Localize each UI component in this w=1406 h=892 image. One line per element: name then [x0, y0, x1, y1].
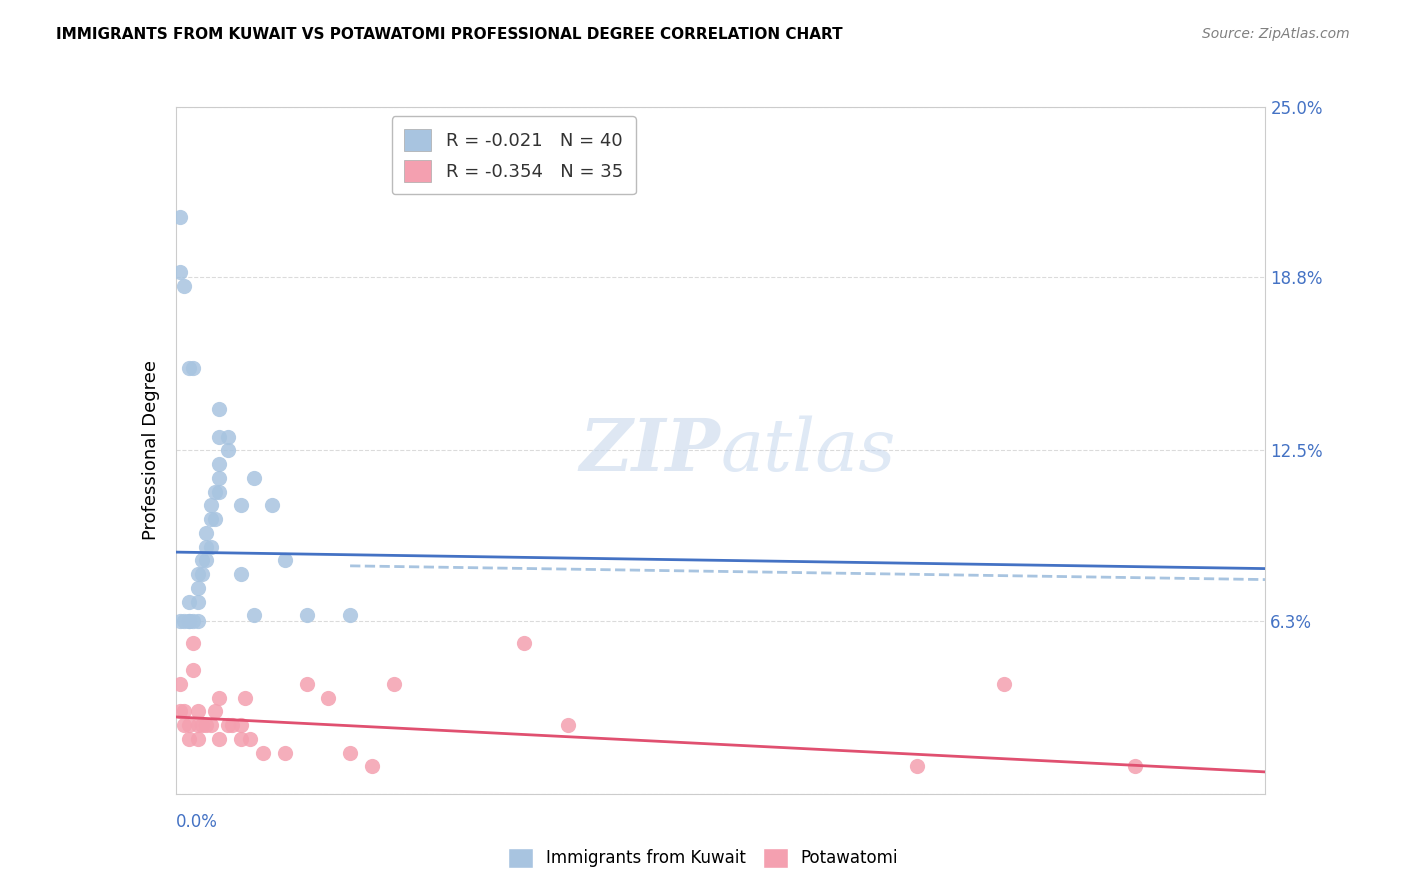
- Text: ZIP: ZIP: [579, 415, 721, 486]
- Point: [204, 484, 226, 499]
- Point: [177, 731, 200, 746]
- Point: [169, 210, 191, 224]
- Point: [339, 608, 361, 623]
- Point: [195, 718, 218, 732]
- Point: [181, 361, 204, 376]
- Point: [208, 731, 231, 746]
- Point: [1123, 759, 1146, 773]
- Point: [195, 540, 218, 554]
- Point: [993, 677, 1015, 691]
- Point: [169, 614, 191, 628]
- Point: [186, 594, 209, 608]
- Text: atlas: atlas: [721, 415, 896, 486]
- Point: [208, 484, 231, 499]
- Point: [339, 746, 361, 760]
- Point: [186, 705, 209, 719]
- Legend: Immigrants from Kuwait, Potawatomi: Immigrants from Kuwait, Potawatomi: [501, 841, 905, 875]
- Point: [318, 690, 340, 705]
- Point: [252, 746, 274, 760]
- Point: [181, 636, 204, 650]
- Point: [208, 457, 231, 471]
- Point: [173, 278, 195, 293]
- Point: [905, 759, 928, 773]
- Point: [200, 499, 222, 513]
- Point: [231, 718, 253, 732]
- Point: [217, 718, 239, 732]
- Point: [239, 731, 262, 746]
- Point: [186, 581, 209, 595]
- Point: [243, 608, 266, 623]
- Point: [260, 499, 283, 513]
- Point: [177, 718, 200, 732]
- Point: [169, 677, 191, 691]
- Point: [217, 430, 239, 444]
- Text: Source: ZipAtlas.com: Source: ZipAtlas.com: [1202, 27, 1350, 41]
- Point: [186, 614, 209, 628]
- Point: [295, 608, 318, 623]
- Point: [181, 663, 204, 677]
- Point: [191, 553, 214, 567]
- Point: [169, 265, 191, 279]
- Point: [173, 705, 195, 719]
- Point: [173, 718, 195, 732]
- Y-axis label: Professional Degree: Professional Degree: [142, 360, 160, 541]
- Point: [186, 718, 209, 732]
- Point: [274, 553, 297, 567]
- Point: [557, 718, 579, 732]
- Point: [191, 718, 214, 732]
- Point: [195, 525, 218, 540]
- Point: [177, 594, 200, 608]
- Point: [231, 731, 253, 746]
- Point: [191, 567, 214, 582]
- Text: 0.0%: 0.0%: [176, 814, 218, 831]
- Point: [169, 705, 191, 719]
- Point: [274, 746, 297, 760]
- Point: [231, 499, 253, 513]
- Point: [360, 759, 382, 773]
- Point: [208, 402, 231, 417]
- Point: [208, 471, 231, 485]
- Point: [243, 471, 266, 485]
- Point: [231, 567, 253, 582]
- Point: [221, 718, 243, 732]
- Point: [204, 512, 226, 526]
- Point: [382, 677, 405, 691]
- Legend: R = -0.021   N = 40, R = -0.354   N = 35: R = -0.021 N = 40, R = -0.354 N = 35: [391, 116, 636, 194]
- Point: [295, 677, 318, 691]
- Point: [186, 567, 209, 582]
- Point: [177, 361, 200, 376]
- Point: [208, 690, 231, 705]
- Point: [208, 430, 231, 444]
- Point: [200, 512, 222, 526]
- Point: [181, 614, 204, 628]
- Point: [204, 705, 226, 719]
- Point: [186, 731, 209, 746]
- Point: [177, 614, 200, 628]
- Point: [173, 614, 195, 628]
- Point: [200, 718, 222, 732]
- Point: [235, 690, 257, 705]
- Point: [217, 443, 239, 458]
- Point: [513, 636, 536, 650]
- Text: IMMIGRANTS FROM KUWAIT VS POTAWATOMI PROFESSIONAL DEGREE CORRELATION CHART: IMMIGRANTS FROM KUWAIT VS POTAWATOMI PRO…: [56, 27, 842, 42]
- Point: [177, 614, 200, 628]
- Point: [200, 540, 222, 554]
- Point: [195, 553, 218, 567]
